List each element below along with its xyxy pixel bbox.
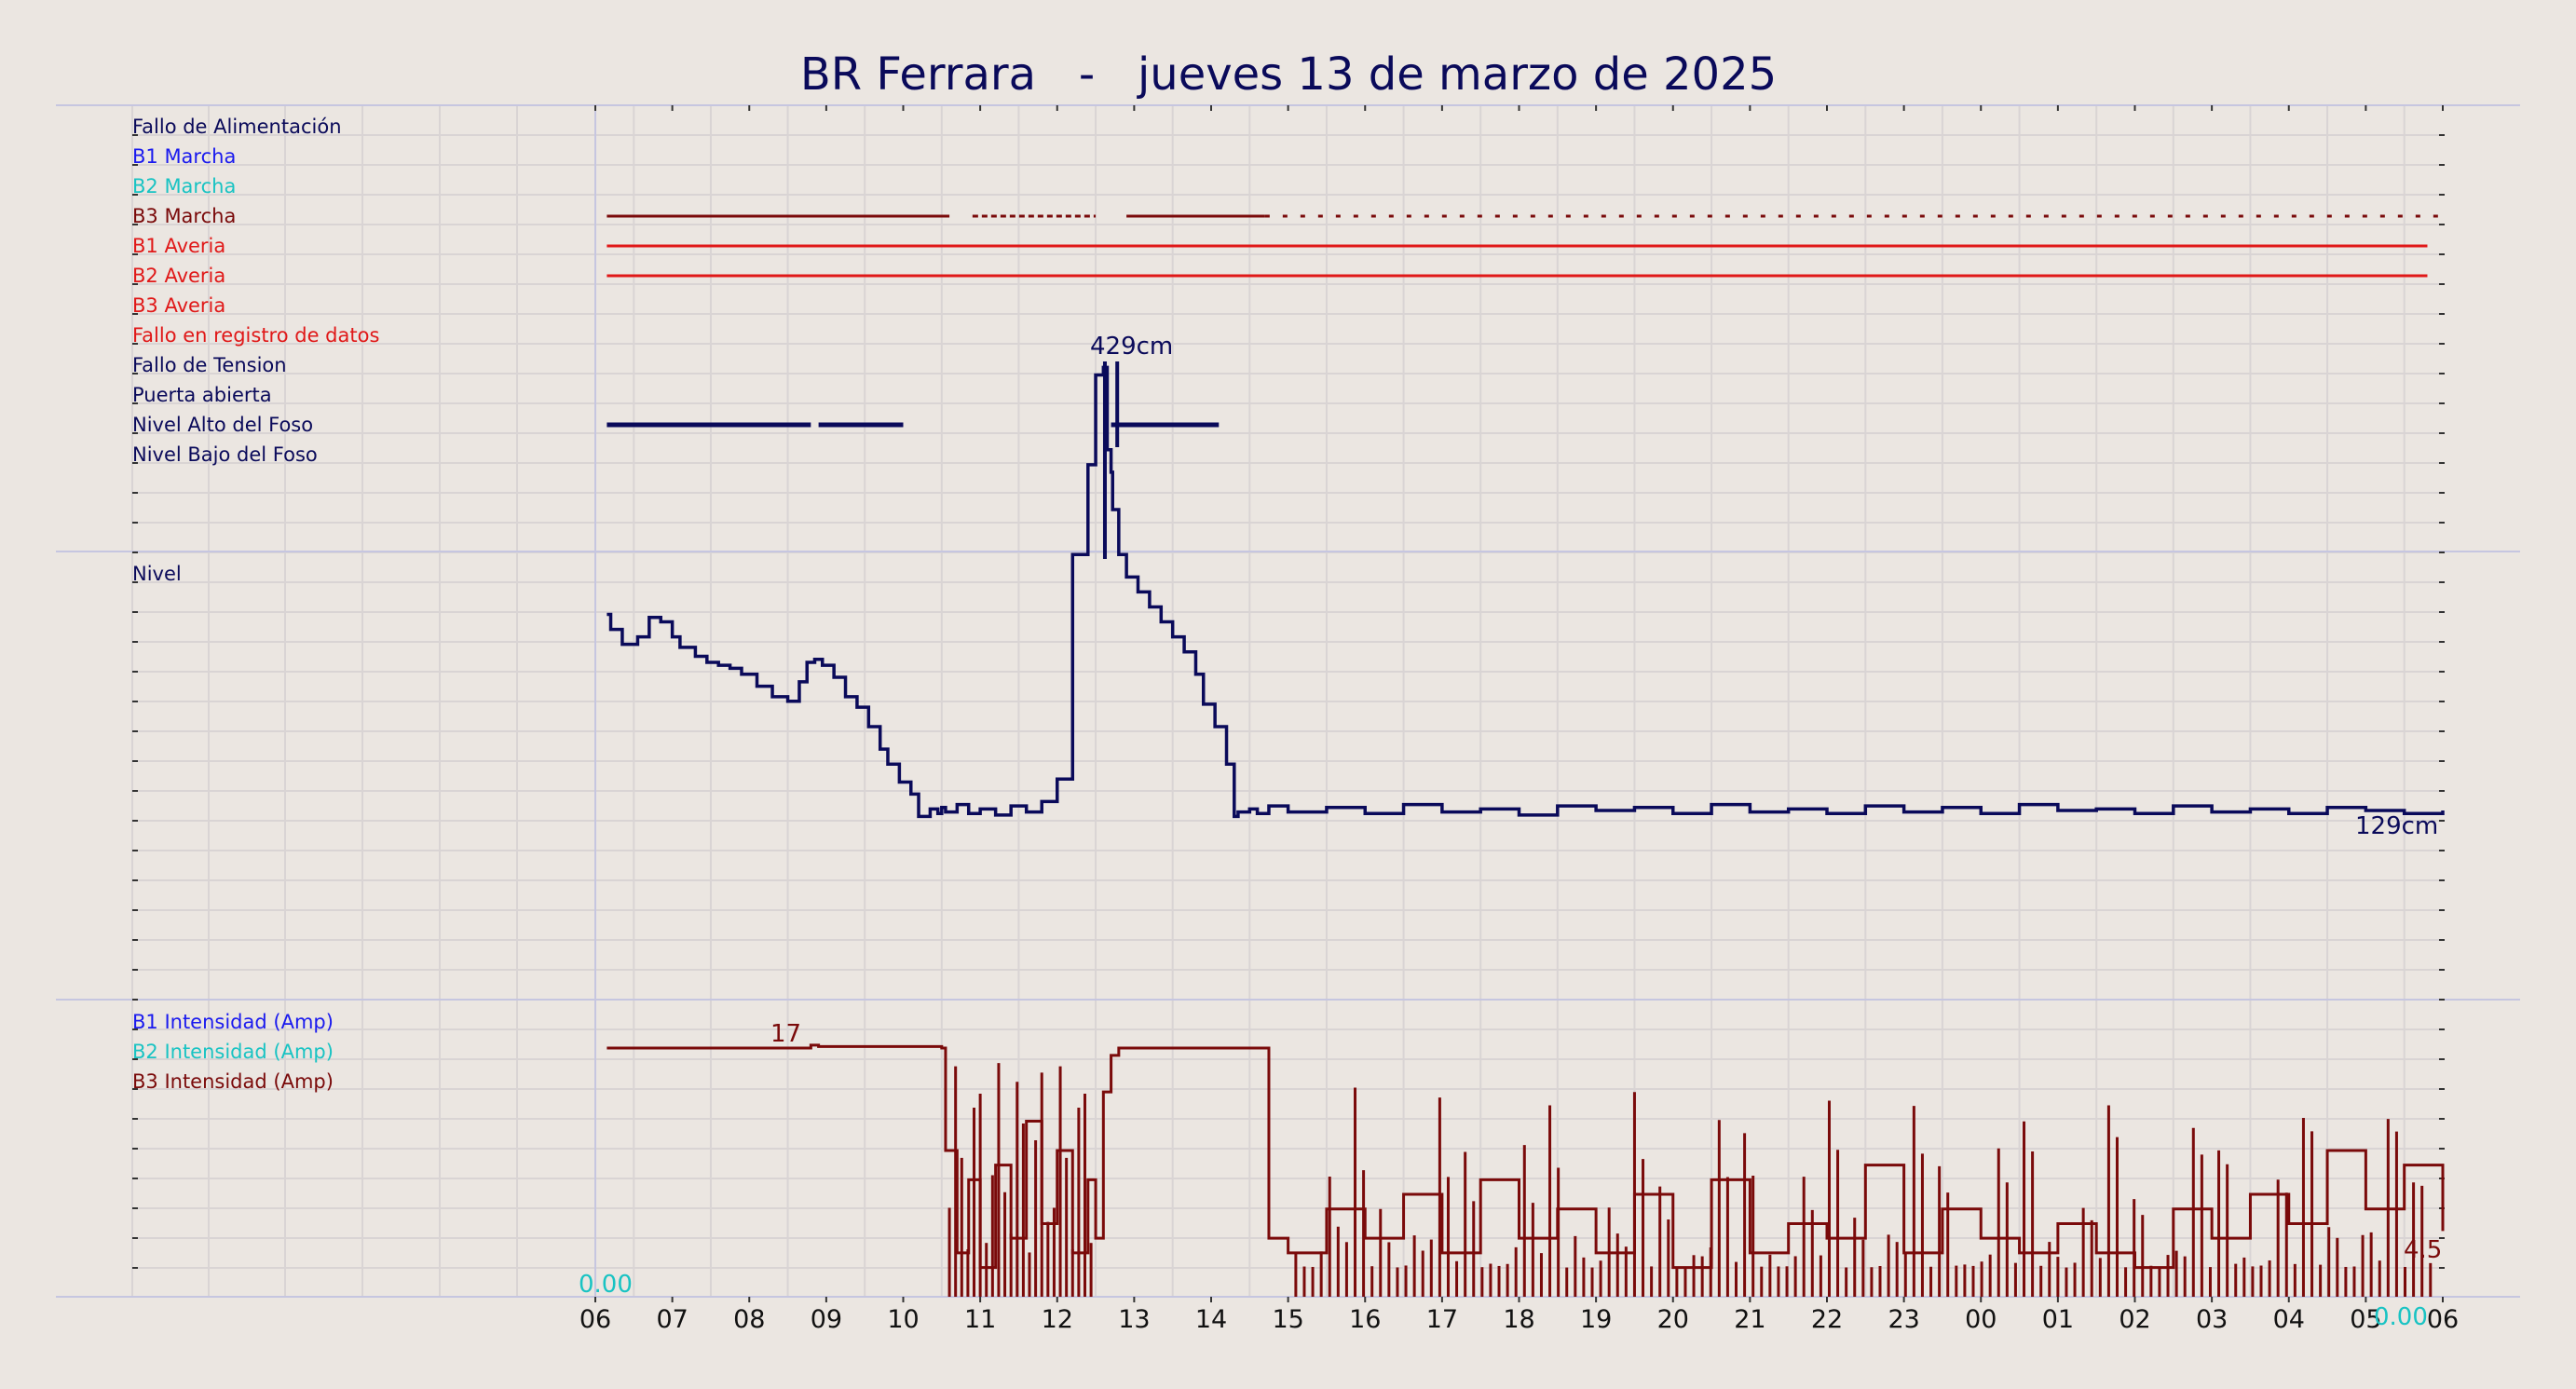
x-tick-label: 05 [2350,1305,2381,1334]
x-tick-label: 18 [1503,1305,1534,1334]
x-tick-label: 03 [2196,1305,2228,1334]
x-tick-label: 21 [1734,1305,1765,1334]
x-tick-label: 06 [2427,1305,2459,1334]
status-label: Fallo de Tension [132,354,287,376]
current-max-label: 17 [770,1020,801,1048]
x-tick-label: 01 [2042,1305,2074,1334]
status-label: B2 Marcha [132,175,236,197]
x-tick-label: 23 [1888,1305,1919,1334]
x-tick-label: 11 [964,1305,996,1334]
status-label: Puerta abierta [132,384,272,406]
level-line [607,365,2445,819]
x-tick-label: 09 [811,1305,842,1334]
x-tick-label: 08 [733,1305,765,1334]
current-legend-label: B2 Intensidad (Amp) [132,1041,334,1063]
status-legend: Fallo de Alimentación B1 Marcha B2 Marcha B… [132,116,379,466]
x-tick-label: 13 [1118,1305,1150,1334]
current-legend-label: B1 Intensidad (Amp) [132,1011,334,1033]
status-label: B3 Marcha [132,205,236,227]
level-end-label: 129cm [2355,812,2438,840]
current-legend-label: B3 Intensidad (Amp) [132,1070,334,1093]
x-tick-label: 17 [1426,1305,1458,1334]
level-series [607,361,2445,819]
x-tick-label: 19 [1580,1305,1612,1334]
chart-title: BR Ferrara - jueves 13 de marzo de 2025 [800,48,1777,101]
status-label: B1 Averia [132,235,225,257]
current-start-label: 0.00 [579,1271,633,1299]
x-tick-label: 00 [1965,1305,1997,1334]
x-tick-label: 02 [2119,1305,2150,1334]
status-series [607,214,2443,428]
x-tick-label: 16 [1349,1305,1381,1334]
x-tick-label: 04 [2273,1305,2305,1334]
x-tick-label: 07 [656,1305,688,1334]
level-label: Nivel [132,563,182,585]
current-end-value-label: 4.5 [2404,1236,2442,1264]
grid [131,105,2443,1297]
x-axis-ticks: 06 07 08 09 10 11 12 13 14 15 16 17 18 19 20 21 22 23 00 01… [579,105,2459,1334]
status-label: B3 Averia [132,294,225,317]
x-tick-label: 20 [1657,1305,1689,1334]
current-end-label: 0.00 [2374,1303,2428,1331]
status-label: B1 Marcha [132,145,236,168]
x-tick-label: 15 [1272,1305,1303,1334]
x-tick-label: 06 [579,1305,611,1334]
status-label: Fallo de Alimentación [132,116,342,138]
x-tick-label: 22 [1811,1305,1843,1334]
status-label: B2 Averia [132,265,225,287]
x-tick-label: 10 [887,1305,919,1334]
status-label: Fallo en registro de datos [132,324,379,347]
level-peak-label: 429cm [1090,333,1173,361]
current-legend: B1 Intensidad (Amp) B2 Intensidad (Amp) B3… [132,1011,334,1093]
current-series [607,1043,2445,1297]
status-label: Nivel Bajo del Foso [132,443,318,466]
x-tick-label: 12 [1042,1305,1073,1334]
x-tick-label: 14 [1195,1305,1227,1334]
status-label: Nivel Alto del Foso [132,414,313,436]
